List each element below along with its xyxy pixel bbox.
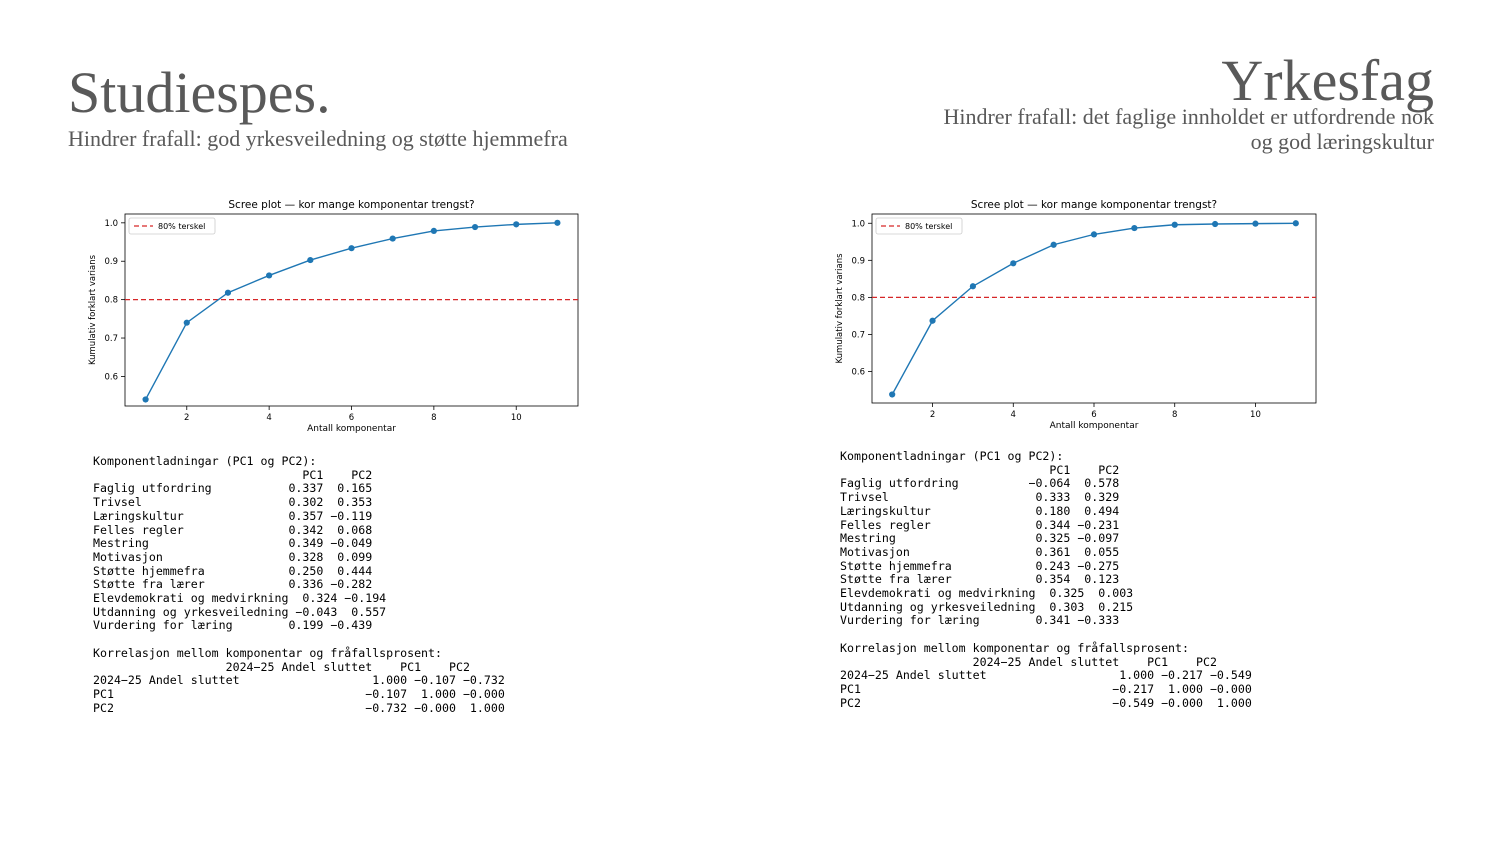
data-point: [1171, 221, 1178, 228]
x-tick-label: 10: [1250, 410, 1261, 420]
y-tick-label: 0.9: [104, 257, 118, 267]
y-tick-label: 1.0: [851, 219, 865, 229]
x-tick-label: 10: [511, 413, 522, 423]
x-tick-label: 2: [184, 413, 189, 423]
y-tick-label: 0.8: [851, 293, 865, 303]
legend-label: 80% terskel: [905, 222, 952, 231]
data-point: [348, 245, 355, 252]
data-point: [1211, 220, 1219, 228]
chart-title: Scree plot — kor mange komponentar treng…: [971, 199, 1217, 211]
data-point: [513, 221, 520, 228]
data-point: [471, 223, 479, 231]
data-point: [1252, 220, 1259, 227]
data-point: [224, 289, 232, 296]
x-tick-label: 6: [1091, 410, 1096, 420]
x-tick-label: 2: [930, 410, 935, 420]
right-subtitle-line2: og god læringskultur: [1250, 129, 1434, 154]
x-tick-label: 8: [431, 413, 436, 423]
left-loadings-output: Komponentladningar (PC1 og PC2): PC1 PC2…: [93, 454, 505, 715]
data-point: [889, 391, 896, 398]
y-tick-label: 0.8: [104, 296, 118, 306]
legend-label: 80% terskel: [158, 222, 205, 231]
y-tick-label: 0.7: [104, 334, 118, 344]
data-point: [142, 396, 149, 403]
right-title: Yrkesfag: [1221, 48, 1434, 113]
left-subtitle: Hindrer frafall: god yrkesveiledning og …: [68, 126, 568, 151]
left-scree-plot: Scree plot — kor mange komponentar treng…: [88, 199, 579, 434]
data-point: [554, 219, 561, 226]
data-point: [307, 256, 314, 264]
y-tick-label: 0.9: [851, 256, 865, 266]
x-axis-label: Antall komponentar: [1050, 421, 1139, 431]
data-point: [1050, 241, 1057, 248]
x-axis-label: Antall komponentar: [307, 424, 396, 434]
y-tick-label: 0.6: [851, 368, 865, 378]
legend-box: [128, 217, 216, 235]
right-subtitle-line1: Hindrer frafall: det faglige innholdet e…: [943, 104, 1434, 129]
x-tick-label: 8: [1172, 410, 1177, 420]
chart-title: Scree plot — kor mange komponentar treng…: [228, 199, 474, 211]
data-point: [1292, 220, 1299, 227]
left-title: Studiespes.: [68, 60, 331, 125]
data-point: [266, 272, 273, 279]
data-point: [183, 319, 190, 326]
x-tick-label: 4: [266, 413, 271, 423]
right-loadings-output: Komponentladningar (PC1 og PC2): PC1 PC2…: [840, 449, 1252, 710]
data-point: [389, 235, 396, 242]
data-point: [430, 227, 437, 234]
y-tick-label: 0.6: [104, 372, 118, 382]
right-scree-plot: Scree plot — kor mange komponentar treng…: [835, 199, 1317, 431]
x-tick-label: 6: [349, 413, 354, 423]
y-tick-label: 1.0: [104, 219, 118, 229]
legend-box: [875, 217, 963, 235]
data-point: [929, 317, 936, 324]
y-axis-label: Kumulativ forklart varians: [88, 254, 98, 365]
plot-frame: [124, 213, 579, 407]
y-axis-label: Kumulativ forklart varians: [835, 253, 845, 364]
data-point: [969, 283, 977, 290]
plot-frame: [871, 213, 1317, 404]
x-tick-label: 4: [1011, 410, 1016, 420]
y-tick-label: 0.7: [851, 330, 865, 340]
data-point: [1131, 224, 1138, 232]
data-point: [1090, 231, 1098, 238]
series-line: [891, 222, 1296, 395]
data-point: [1010, 260, 1017, 267]
